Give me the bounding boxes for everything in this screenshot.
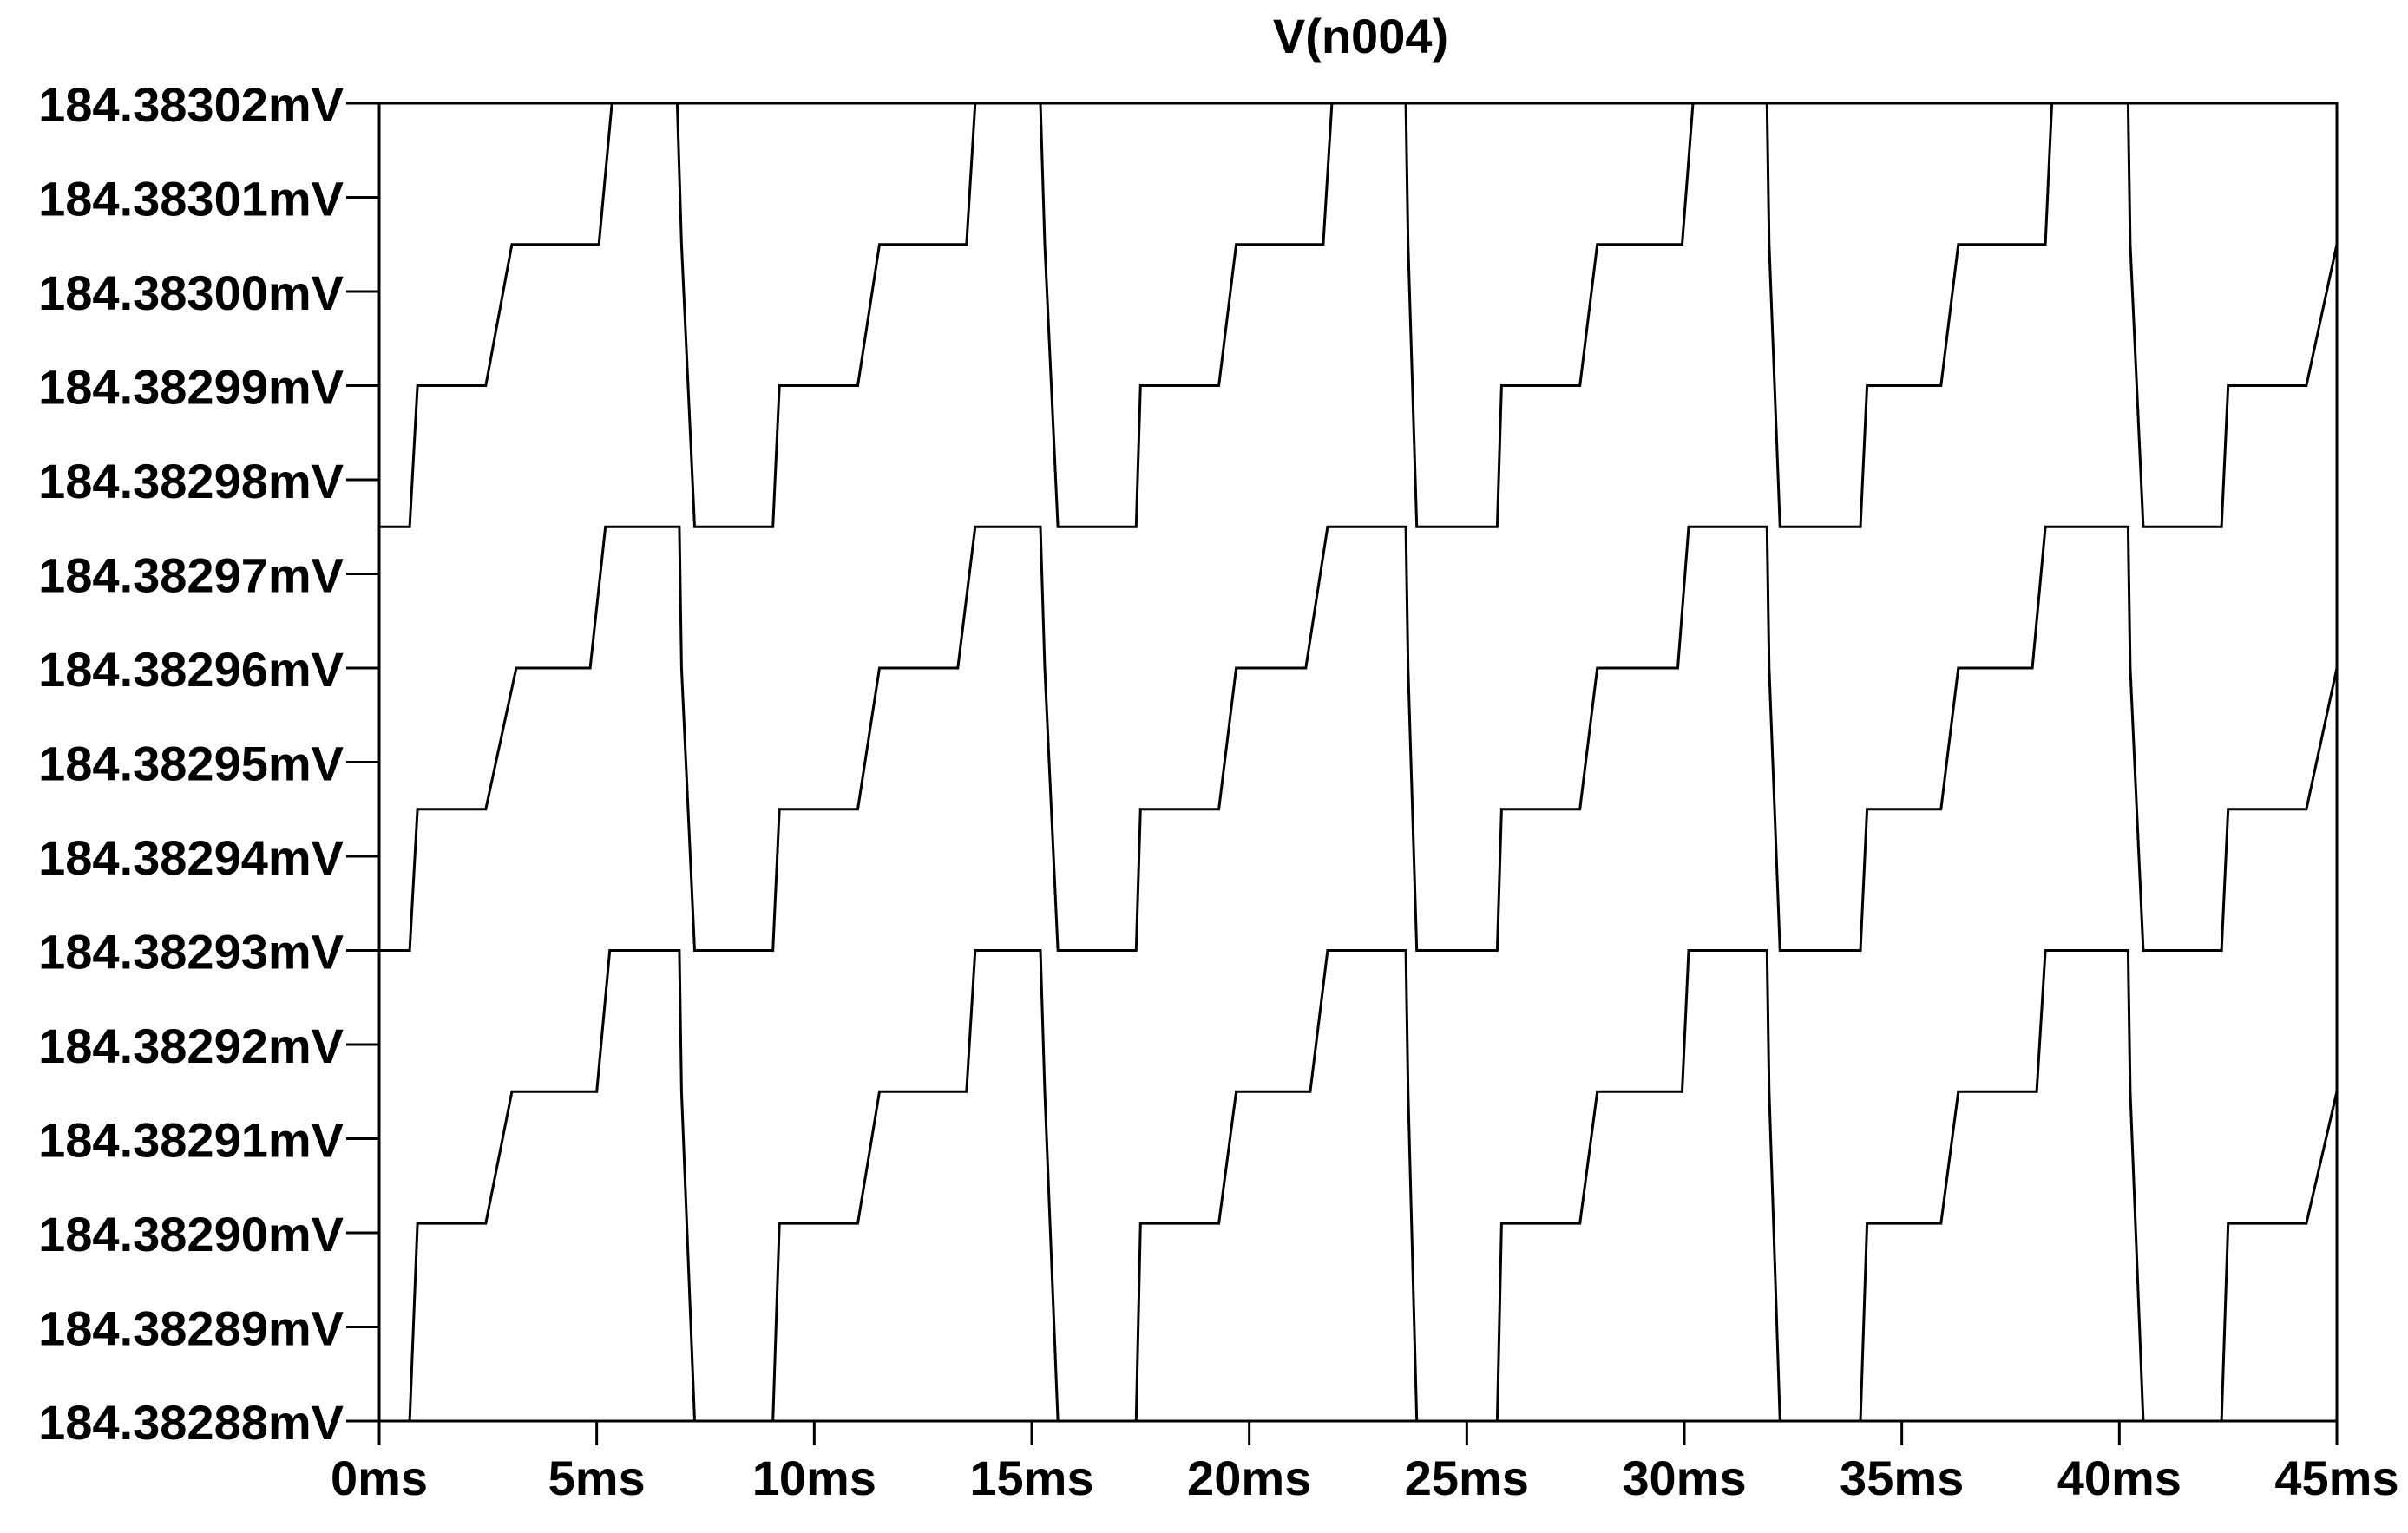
y-tick-label: 184.38297mV <box>38 548 344 603</box>
y-tick-label: 184.38300mV <box>38 265 344 320</box>
y-tick-label: 184.38295mV <box>38 737 344 791</box>
x-tick-label: 45ms <box>2274 1451 2398 1505</box>
y-tick-label: 184.38296mV <box>38 642 344 697</box>
series-line-2 <box>379 525 2339 952</box>
series-layer <box>379 102 2339 1423</box>
y-tick-label: 184.38292mV <box>38 1019 344 1073</box>
x-tick-label: 5ms <box>548 1451 646 1505</box>
y-tick-label: 184.38291mV <box>38 1113 344 1168</box>
chart-title: V(n004) <box>1273 9 1448 63</box>
x-tick-label: 20ms <box>1187 1451 1311 1505</box>
y-tick-label: 184.38299mV <box>38 360 344 415</box>
y-tick-label: 184.38302mV <box>38 77 344 132</box>
plot-frame <box>377 102 2339 1423</box>
series-line-3 <box>379 102 2339 528</box>
axis-layer: 184.38302mV 184.38301mV 184.38300mV 184.382… <box>38 77 2398 1505</box>
y-tick-label: 184.38293mV <box>38 925 344 979</box>
y-tick-label: 184.38294mV <box>38 830 344 885</box>
plot-area <box>377 102 2339 1423</box>
x-tick-label: 30ms <box>1622 1451 1746 1505</box>
series-line-1 <box>379 949 2339 1423</box>
x-tick-label: 15ms <box>969 1451 1093 1505</box>
y-tick-label: 184.38290mV <box>38 1207 344 1261</box>
x-tick-label: 0ms <box>331 1451 428 1505</box>
x-tick-label: 10ms <box>752 1451 876 1505</box>
x-tick-label: 25ms <box>1405 1451 1529 1505</box>
x-tick-label: 35ms <box>1840 1451 1964 1505</box>
y-tick-label: 184.38298mV <box>38 454 344 508</box>
y-tick-label: 184.38301mV <box>38 172 344 226</box>
x-tick-label: 40ms <box>2057 1451 2182 1505</box>
y-tick-label: 184.38289mV <box>38 1301 344 1356</box>
y-tick-label: 184.38288mV <box>38 1395 344 1450</box>
